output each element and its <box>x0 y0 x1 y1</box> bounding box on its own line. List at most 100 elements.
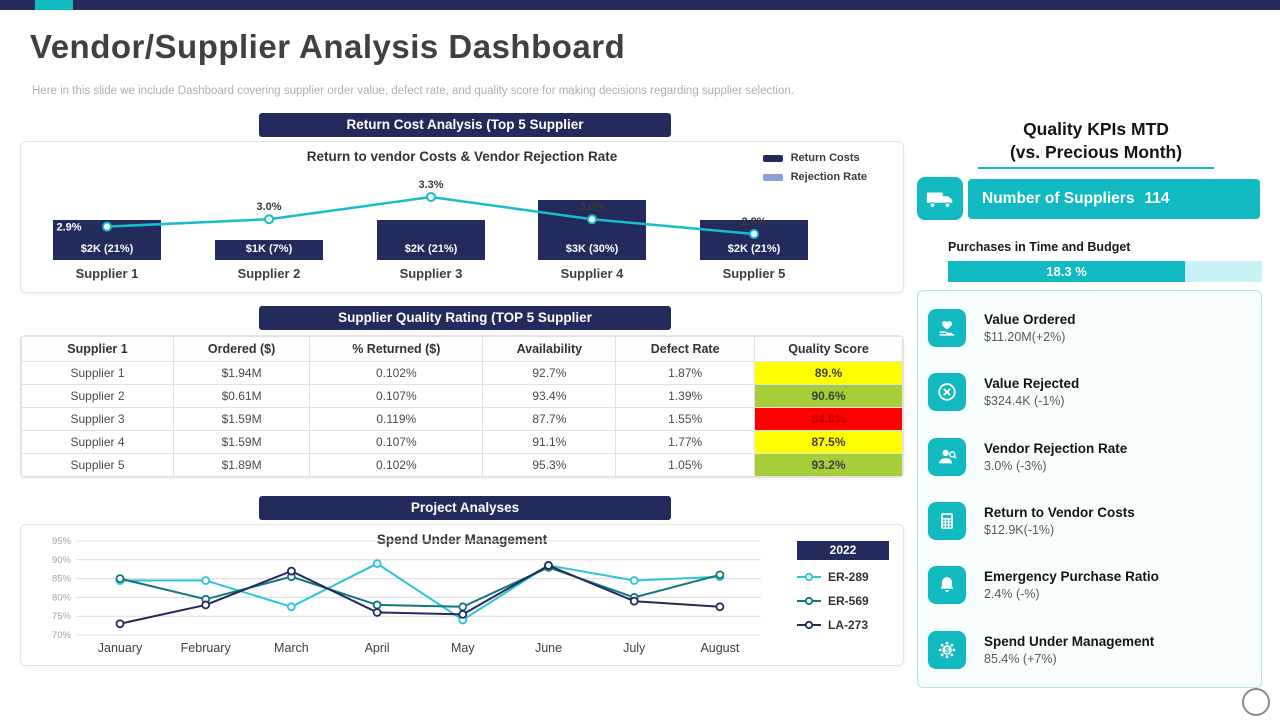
svg-text:February: February <box>181 641 232 655</box>
legend-item: LA-273 <box>797 618 889 632</box>
top-accent-bar <box>0 0 1280 10</box>
kpi-value: $12.9K(-1%) <box>984 523 1055 538</box>
table-row: Supplier 4 $1.59M 0.107% 91.1% 1.77% 87.5% <box>21 430 903 454</box>
supplier-name-cell: Supplier 3 <box>21 407 174 431</box>
return-cost-chart-card: Return to vendor Costs & Vendor Rejectio… <box>20 141 904 293</box>
kpi-text: Vendor Rejection Rate 3.0% (-3%) <box>984 441 1127 473</box>
table-cell: $1.59M <box>172 407 311 431</box>
svg-text:85%: 85% <box>52 574 72 585</box>
table-row: Supplier 3 $1.59M 0.119% 87.7% 1.55% 84.6% <box>21 407 903 431</box>
kpi-item: Vendor Rejection Rate 3.0% (-3%) <box>918 425 1261 489</box>
quality-score-cell: 84.6% <box>754 407 903 431</box>
quality-rating-table-card: Supplier 1 Ordered ($) % Returned ($) Av… <box>20 335 904 478</box>
quality-score-cell: 89.% <box>754 361 903 385</box>
section-header-return-cost: Return Cost Analysis (Top 5 Supplier <box>259 113 671 137</box>
purchases-progress-value: 18.3 % <box>1046 264 1087 279</box>
quality-score-cell: 93.2% <box>754 453 903 477</box>
spend-chart-svg: 95% 90% 85% 80% 75% 70% January February March Ap… <box>52 536 761 655</box>
svg-text:Supplier 4: Supplier 4 <box>561 266 625 281</box>
svg-text:75%: 75% <box>52 611 72 622</box>
legend-label: LA-273 <box>828 618 869 632</box>
svg-text:95%: 95% <box>52 536 72 547</box>
table-cell: $1.89M <box>172 453 311 477</box>
svg-text:90%: 90% <box>52 555 72 566</box>
quality-rating-table: Supplier 1 Ordered ($) % Returned ($) Av… <box>21 336 903 477</box>
delivery-truck-icon <box>917 177 963 220</box>
kpi-item: Emergency Purchase Ratio 2.4% (-%) <box>918 553 1261 617</box>
suppliers-label: Number of Suppliers <box>982 190 1135 207</box>
svg-text:2.9%: 2.9% <box>56 222 81 234</box>
kpi-title: Value Ordered <box>984 312 1076 328</box>
page-title: Vendor/Supplier Analysis Dashboard <box>30 28 626 65</box>
kpi-panel-title-line2: (vs. Precious Month) <box>1009 142 1183 162</box>
svg-text:70%: 70% <box>52 630 72 641</box>
table-cell: 87.7% <box>482 407 617 431</box>
svg-text:May: May <box>451 641 475 655</box>
purchases-progress-bar: 18.3 % <box>948 261 1262 282</box>
page-subtitle: Here in this slide we include Dashboard … <box>32 85 794 97</box>
table-cell: 1.05% <box>615 453 755 477</box>
supplier-name-cell: Supplier 1 <box>21 361 174 385</box>
rejection-rate-swatch <box>762 173 783 181</box>
kpi-value: 2.4% (-%) <box>984 587 1040 602</box>
purchases-progress-fill: 18.3 % <box>948 261 1186 282</box>
gear-dollar-icon: $ <box>928 630 966 669</box>
kpi-item: Return to Vendor Costs $12.9K(-1%) <box>918 489 1261 553</box>
column-header: Ordered ($) <box>172 336 311 362</box>
svg-text:June: June <box>535 641 562 655</box>
svg-text:Supplier 3: Supplier 3 <box>400 266 463 281</box>
top-accent-square <box>35 0 73 10</box>
svg-text:$2K (21%): $2K (21%) <box>81 243 134 255</box>
table-cell: 92.7% <box>482 361 617 385</box>
kpi-value: 85.4% (+7%) <box>984 651 1057 666</box>
kpi-panel-title: Quality KPIs MTD (vs. Precious Month) <box>935 118 1257 164</box>
legend-label: Return Costs <box>790 152 860 164</box>
table-cell: 1.77% <box>615 430 755 454</box>
table-row: Supplier 2 $0.61M 0.107% 93.4% 1.39% 90.6% <box>21 384 903 408</box>
supplier-name-cell: Supplier 5 <box>21 453 174 477</box>
column-header: Availability <box>482 336 617 362</box>
kpi-item: $ Spend Under Management 85.4% (+7%) <box>918 618 1261 682</box>
kpi-text: Emergency Purchase Ratio 2.4% (-%) <box>984 569 1159 601</box>
person-search-icon <box>928 437 966 476</box>
svg-text:July: July <box>623 641 646 655</box>
kpi-title: Vendor Rejection Rate <box>984 440 1128 456</box>
section-header-quality-rating: Supplier Quality Rating (TOP 5 Supplier <box>259 306 671 330</box>
svg-text:80%: 80% <box>52 592 72 603</box>
table-cell: 0.102% <box>309 453 484 477</box>
reject-circle-icon <box>928 373 966 412</box>
table-cell: $1.59M <box>172 430 311 454</box>
table-header-row: Supplier 1 Ordered ($) % Returned ($) Av… <box>21 336 903 362</box>
spend-chart-title: Spend Under Management <box>376 532 548 547</box>
table-cell: $0.61M <box>172 384 311 408</box>
kpi-title: Return to Vendor Costs <box>984 505 1135 521</box>
purchases-label: Purchases in Time and Budget <box>948 240 1131 254</box>
column-header: Supplier 1 <box>21 336 174 362</box>
svg-text:March: March <box>274 641 309 655</box>
table-cell: 0.107% <box>309 384 484 408</box>
legend-year-badge: 2022 <box>797 541 889 560</box>
quality-score-cell: 87.5% <box>754 430 903 454</box>
return-cost-chart-title: Return to vendor Costs & Vendor Rejectio… <box>306 149 618 164</box>
legend-line-marker-icon <box>797 620 821 630</box>
kpi-list: Value Ordered $11.20M(+2%) Value Rejecte… <box>917 290 1262 688</box>
table-cell: 93.4% <box>482 384 617 408</box>
kpi-title: Spend Under Management <box>984 633 1155 649</box>
return-cost-chart-svg: $2K (21%) Supplier 1 $1K (7%) Supplier 2 $2K… <box>53 179 808 281</box>
kpi-item: Value Ordered $11.20M(+2%) <box>918 296 1261 360</box>
table-cell: 0.102% <box>309 361 484 385</box>
spend-legend-items: ER-289 ER-569 LA-273 <box>797 570 889 632</box>
kpi-title: Value Rejected <box>984 376 1080 392</box>
kpi-item: Value Rejected $324.4K (-1%) <box>918 360 1261 424</box>
legend-label: ER-289 <box>828 570 869 584</box>
svg-text:April: April <box>365 641 390 655</box>
kpi-title-underline <box>978 167 1214 169</box>
svg-text:January: January <box>98 641 143 655</box>
table-cell: 91.1% <box>482 430 617 454</box>
number-of-suppliers-badge: Number of Suppliers 114 <box>968 179 1260 219</box>
corner-circle-decoration <box>1242 688 1270 716</box>
legend-label: ER-569 <box>828 594 869 608</box>
kpi-text: Value Ordered $11.20M(+2%) <box>984 312 1076 344</box>
legend-item: ER-569 <box>797 594 889 608</box>
